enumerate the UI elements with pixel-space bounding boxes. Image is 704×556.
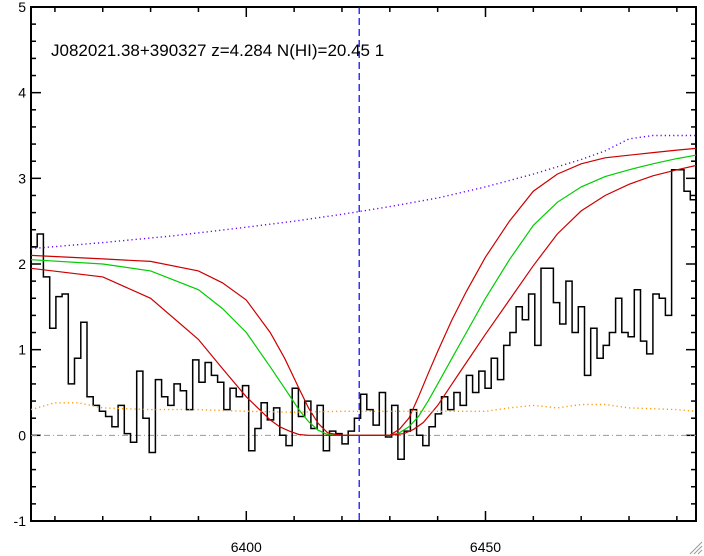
y-tick-label: -1 — [14, 513, 27, 529]
series-2-line — [31, 147, 696, 436]
x-tick-label: 6400 — [231, 539, 262, 555]
series-4-dotted — [31, 134, 696, 250]
y-tick-label: 5 — [18, 0, 26, 15]
y-tick-label: 1 — [18, 342, 26, 358]
series-5-dotted — [31, 402, 696, 413]
plot-frame — [30, 6, 697, 522]
axis-ticks — [31, 6, 696, 522]
y-tick-label: 2 — [18, 256, 26, 272]
tick-labels: -1 0 1 2 3 4 5 6400 6450 — [14, 0, 502, 555]
series-1-line — [31, 154, 696, 436]
y-tick-label: 4 — [18, 85, 26, 101]
series-layer — [31, 7, 696, 521]
resize-grip-icon[interactable] — [689, 541, 703, 555]
series-0-histogram — [31, 169, 696, 461]
series-3-line — [31, 164, 696, 436]
x-tick-label: 6450 — [470, 539, 501, 555]
y-tick-label: 0 — [18, 427, 26, 443]
chart-title: J082021.38+390327 z=4.284 N(HI)=20.45 1 — [51, 41, 384, 60]
y-tick-label: 3 — [18, 170, 26, 186]
